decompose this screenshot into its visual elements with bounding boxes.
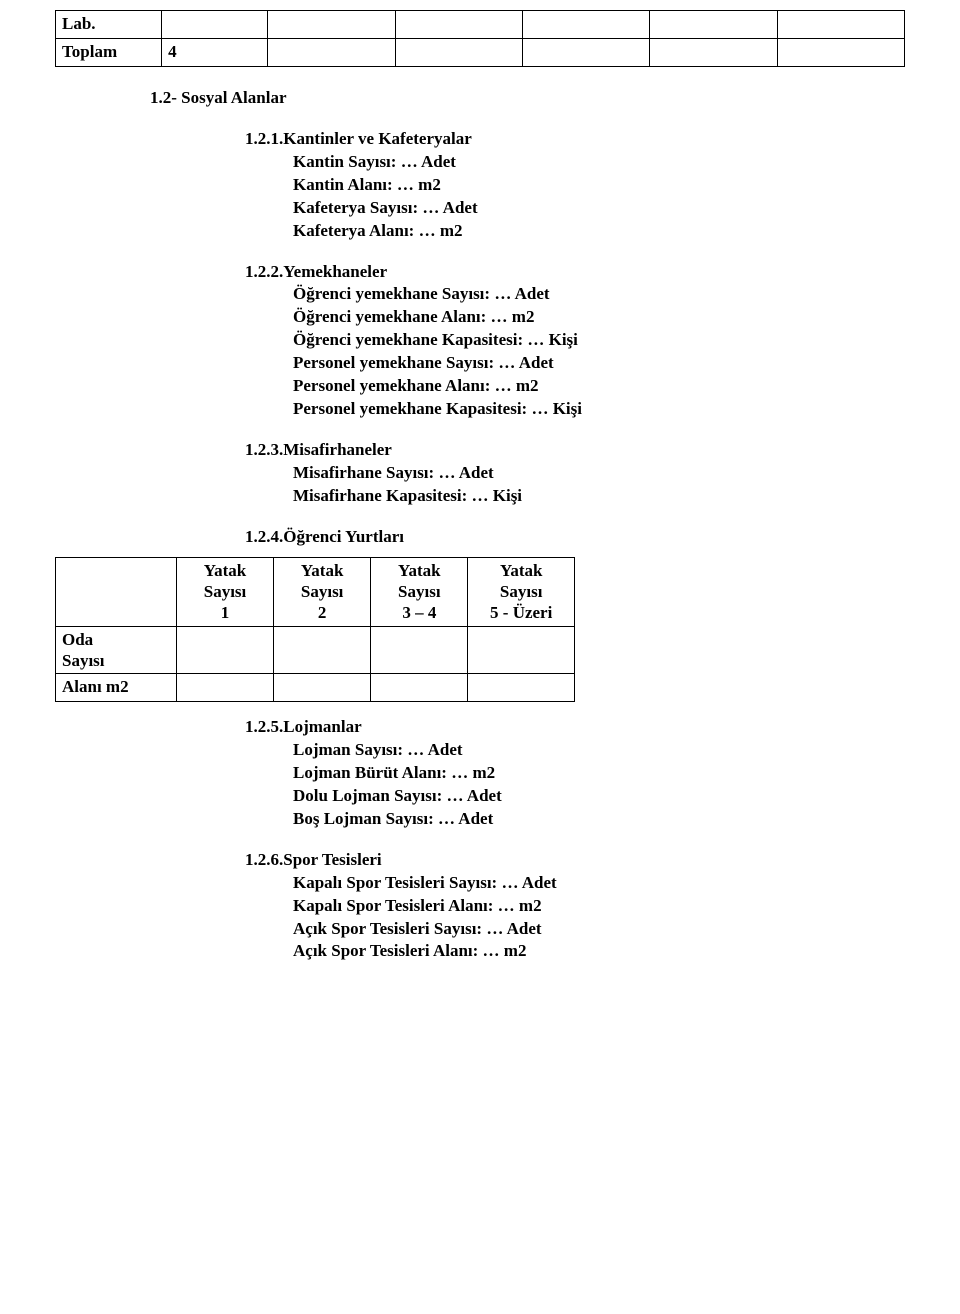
cell: [371, 626, 468, 674]
cell: [56, 557, 177, 626]
detail-line: Açık Spor Tesisleri Alanı: … m2: [293, 940, 905, 963]
cell: [777, 11, 904, 39]
head-line: Sayısı: [301, 582, 344, 601]
detail-line: Açık Spor Tesisleri Sayısı: … Adet: [293, 918, 905, 941]
sub-title: 1.2.1.Kantinler ve Kafeteryalar: [245, 128, 905, 151]
sub-title: 1.2.6.Spor Tesisleri: [245, 849, 905, 872]
sub-title: 1.2.4.Öğrenci Yurtları: [245, 526, 905, 549]
section-1-2-title: 1.2- Sosyal Alanlar: [150, 87, 905, 110]
label-line: Oda: [62, 630, 93, 649]
table-row: Oda Sayısı: [56, 626, 575, 674]
detail-line: Kantin Alanı: … m2: [293, 174, 905, 197]
head-line: 3 – 4: [402, 603, 436, 622]
detail-line: Öğrenci yemekhane Kapasitesi: … Kişi: [293, 329, 905, 352]
sub-title: 1.2.2.Yemekhaneler: [245, 261, 905, 284]
row-label: Toplam: [56, 38, 162, 66]
detail-line: Personel yemekhane Alanı: … m2: [293, 375, 905, 398]
col-head: Yatak Sayısı 2: [274, 557, 371, 626]
cell: [162, 11, 268, 39]
cell: [650, 11, 777, 39]
detail-line: Misafirhane Kapasitesi: … Kişi: [293, 485, 905, 508]
detail-line: Dolu Lojman Sayısı: … Adet: [293, 785, 905, 808]
cell: [522, 38, 649, 66]
table-row: Yatak Sayısı 1 Yatak Sayısı 2 Yatak Sayı…: [56, 557, 575, 626]
sub-title: 1.2.5.Lojmanlar: [245, 716, 905, 739]
head-line: Yatak: [301, 561, 344, 580]
subsection-1-2-6: 1.2.6.Spor Tesisleri Kapalı Spor Tesisle…: [245, 849, 905, 964]
detail-line: Öğrenci yemekhane Alanı: … m2: [293, 306, 905, 329]
table-row: Toplam 4: [56, 38, 905, 66]
cell: [468, 674, 575, 702]
cell: [268, 11, 395, 39]
detail-line: Boş Lojman Sayısı: … Adet: [293, 808, 905, 831]
label-line: Sayısı: [62, 651, 105, 670]
detail-line: Lojman Bürüt Alanı: … m2: [293, 762, 905, 785]
label-line: Alanı m2: [62, 677, 129, 696]
sub-title: 1.2.3.Misafirhaneler: [245, 439, 905, 462]
cell: [395, 38, 522, 66]
cell: [274, 626, 371, 674]
yurt-table: Yatak Sayısı 1 Yatak Sayısı 2 Yatak Sayı…: [55, 557, 575, 702]
detail-line: Personel yemekhane Sayısı: … Adet: [293, 352, 905, 375]
cell: [522, 11, 649, 39]
head-line: 2: [318, 603, 327, 622]
col-head: Yatak Sayısı 1: [176, 557, 273, 626]
subsection-1-2-2: 1.2.2.Yemekhaneler Öğrenci yemekhane Say…: [245, 261, 905, 422]
subsection-1-2-5: 1.2.5.Lojmanlar Lojman Sayısı: … Adet Lo…: [245, 716, 905, 831]
row-label: Alanı m2: [56, 674, 177, 702]
cell: [371, 674, 468, 702]
detail-line: Öğrenci yemekhane Sayısı: … Adet: [293, 283, 905, 306]
subsection-1-2-1: 1.2.1.Kantinler ve Kafeteryalar Kantin S…: [245, 128, 905, 243]
col-head: Yatak Sayısı 5 - Üzeri: [468, 557, 575, 626]
detail-line: Kafeterya Sayısı: … Adet: [293, 197, 905, 220]
head-line: Yatak: [398, 561, 441, 580]
top-grid: Lab. Toplam 4: [55, 10, 905, 67]
detail-line: Kapalı Spor Tesisleri Alanı: … m2: [293, 895, 905, 918]
row-label: Oda Sayısı: [56, 626, 177, 674]
head-line: 5 - Üzeri: [490, 603, 552, 622]
col-head: Yatak Sayısı 3 – 4: [371, 557, 468, 626]
head-line: Sayısı: [500, 582, 543, 601]
cell: [176, 626, 273, 674]
cell: 4: [162, 38, 268, 66]
table-row: Lab.: [56, 11, 905, 39]
head-line: Yatak: [500, 561, 543, 580]
cell: [268, 38, 395, 66]
detail-line: Kafeterya Alanı: … m2: [293, 220, 905, 243]
row-label: Lab.: [56, 11, 162, 39]
cell: [176, 674, 273, 702]
head-line: Sayısı: [204, 582, 247, 601]
detail-line: Kantin Sayısı: … Adet: [293, 151, 905, 174]
subsection-1-2-4: 1.2.4.Öğrenci Yurtları: [245, 526, 905, 549]
cell: [777, 38, 904, 66]
detail-line: Kapalı Spor Tesisleri Sayısı: … Adet: [293, 872, 905, 895]
detail-line: Misafirhane Sayısı: … Adet: [293, 462, 905, 485]
head-line: 1: [221, 603, 230, 622]
cell: [468, 626, 575, 674]
detail-line: Personel yemekhane Kapasitesi: … Kişi: [293, 398, 905, 421]
head-line: Sayısı: [398, 582, 441, 601]
head-line: Yatak: [204, 561, 247, 580]
subsection-1-2-3: 1.2.3.Misafirhaneler Misafirhane Sayısı:…: [245, 439, 905, 508]
cell: [274, 674, 371, 702]
detail-line: Lojman Sayısı: … Adet: [293, 739, 905, 762]
table-row: Alanı m2: [56, 674, 575, 702]
cell: [395, 11, 522, 39]
cell: [650, 38, 777, 66]
